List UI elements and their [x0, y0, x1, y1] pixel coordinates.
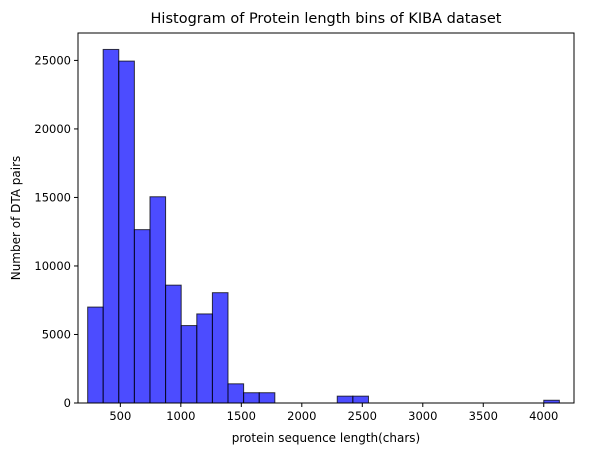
y-tick-label: 0: [64, 396, 71, 410]
histogram-bar-7: [180, 325, 198, 404]
histogram-bar-3: [118, 60, 135, 404]
histogram-bar-2: [102, 48, 120, 404]
y-tick-label: 20000: [34, 122, 71, 136]
y-axis-label: Number of DTA pairs: [9, 156, 23, 281]
x-tick-label: 3000: [408, 409, 437, 423]
x-axis-label: protein sequence length(chars): [232, 431, 420, 445]
y-tick-label: 25000: [34, 53, 71, 67]
chart-title: Histogram of Protein length bins of KIBA…: [151, 11, 502, 27]
y-axis-ticks: 0 5000 10000 15000 20000 25000: [34, 53, 78, 410]
histogram-bar-13: [336, 395, 354, 404]
histogram-bar-4: [133, 229, 151, 404]
histogram-bars: [87, 48, 560, 404]
plot-frame: [77, 32, 575, 404]
histogram-bar-10: [227, 383, 245, 404]
histogram-bar-9: [211, 292, 229, 404]
y-tick-label: 15000: [34, 190, 71, 204]
histogram-bar-12: [258, 392, 276, 404]
x-tick-label: 1500: [227, 409, 256, 423]
x-tick-label: 2500: [348, 409, 377, 423]
histogram-bar-1: [87, 306, 104, 404]
histogram-bar-14: [352, 395, 369, 404]
y-tick-label: 5000: [42, 327, 71, 341]
x-tick-label: 2000: [287, 409, 316, 423]
x-tick-label: 1000: [166, 409, 195, 423]
x-axis-ticks: 500 1000 1500 2000 2500 3000 3500 4000: [109, 403, 558, 423]
histogram-bar-6: [165, 284, 182, 404]
x-tick-label: 4000: [529, 409, 558, 423]
y-tick-label: 10000: [34, 259, 71, 273]
histogram-bar-11: [243, 392, 260, 404]
histogram-bar-8: [196, 313, 213, 404]
x-tick-label: 3500: [469, 409, 498, 423]
histogram-bar-5: [149, 196, 167, 404]
x-tick-label: 500: [109, 409, 131, 423]
